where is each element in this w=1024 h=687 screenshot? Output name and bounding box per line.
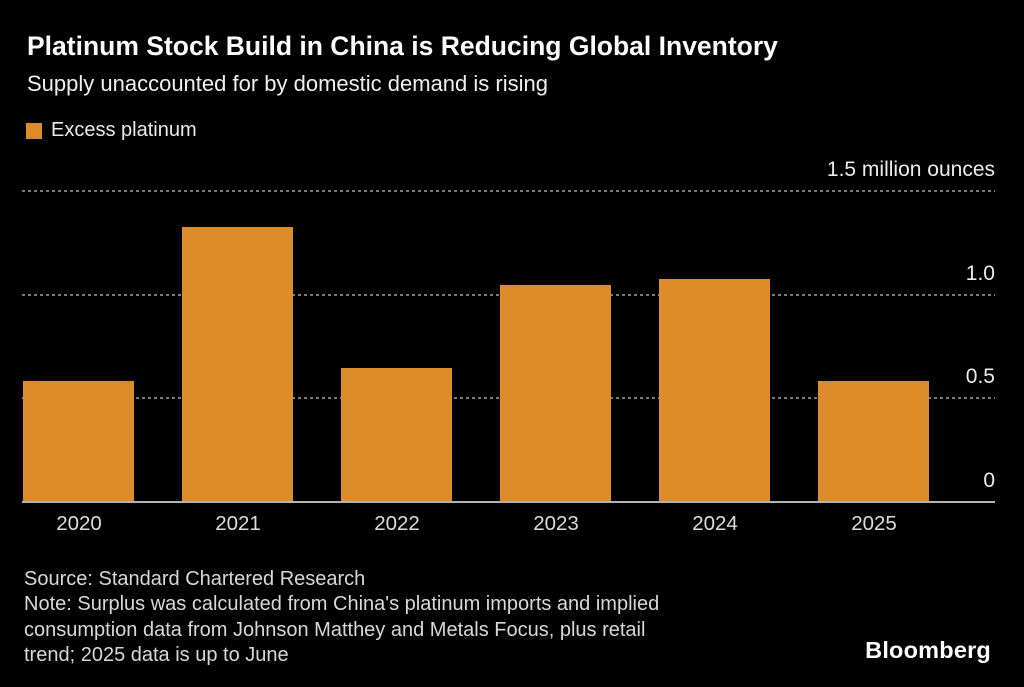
legend-swatch-icon (26, 122, 42, 139)
bloomberg-logo: Bloomberg (865, 637, 991, 663)
x-tick-label-2021: 2021 (215, 512, 261, 535)
source-line: Source: Standard Chartered Research (24, 568, 366, 590)
note-line-3: trend; 2025 data is up to June (24, 643, 289, 666)
bar-2024 (659, 279, 770, 501)
bar-2025 (818, 381, 929, 501)
bar-2020 (23, 381, 134, 501)
x-tick-label-2025: 2025 (851, 512, 897, 535)
y-tick-label-0.5: 0.5 (965, 365, 995, 388)
chart-subtitle: Supply unaccounted for by domestic deman… (27, 71, 548, 96)
bar-2021 (182, 227, 293, 501)
gridline-1.5 (22, 190, 995, 192)
note-line-2: consumption data from Johnson Matthey an… (24, 618, 646, 641)
plot-area: 1.5 million ounces 1.0 0.5 0 2020 2021 2022 202… (22, 0, 995, 687)
bar-2023 (500, 285, 611, 501)
legend-label: Excess platinum (51, 119, 197, 141)
source-note: Source: Standard Chartered Research Note… (24, 567, 659, 668)
x-axis-baseline (22, 501, 995, 503)
y-tick-label-1.5: 1.5 million ounces (826, 158, 995, 181)
chart-title: Platinum Stock Build in China is Reducin… (27, 31, 778, 61)
x-tick-label-2024: 2024 (692, 512, 738, 535)
bar-2022 (341, 368, 452, 501)
x-tick-label-2023: 2023 (533, 512, 579, 535)
x-tick-label-2020: 2020 (56, 512, 102, 535)
legend: Excess platinum (26, 119, 197, 142)
note-line-1: Note: Surplus was calculated from China'… (24, 593, 660, 616)
y-tick-label-1: 1.0 (965, 262, 995, 285)
x-tick-label-2022: 2022 (374, 512, 420, 535)
y-tick-label-0: 0 (983, 469, 995, 492)
